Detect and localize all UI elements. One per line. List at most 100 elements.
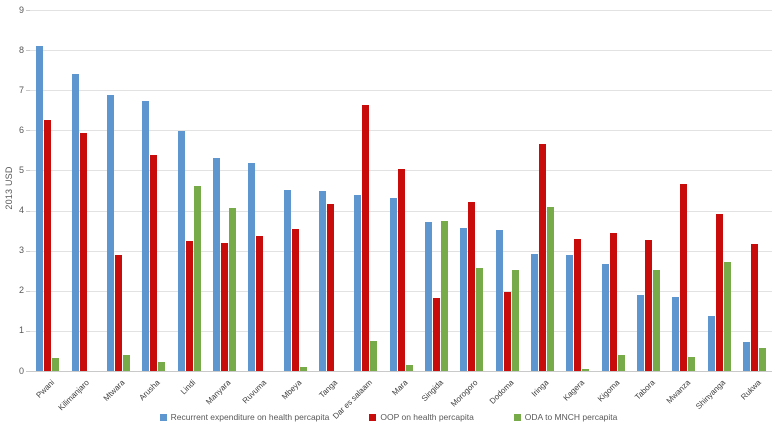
- bar-ruvuma-series-0: [248, 163, 256, 371]
- x-category-label: Morogoro: [449, 378, 481, 409]
- x-category-label: Mwanza: [664, 378, 693, 406]
- bar-rukwa-series-1: [750, 244, 758, 371]
- y-tick-label: 6: [18, 124, 24, 135]
- x-category-label: Shinyanga: [694, 378, 728, 412]
- bar-lindi-series-2: [193, 185, 201, 371]
- bar-iringa-series-1: [538, 144, 546, 371]
- bar-mbeya-series-1: [291, 228, 299, 371]
- x-category-label: Kigoma: [595, 378, 622, 404]
- bar-dodoma-series-1: [503, 292, 511, 371]
- legend-item-series-2: ODA to MNCH percapita: [513, 412, 618, 422]
- bar-kagera-series-1: [574, 239, 582, 371]
- y-tick-label: 9: [18, 4, 24, 15]
- legend-swatch-icon: [513, 413, 521, 421]
- bar-arusha-series-0: [142, 101, 150, 371]
- legend-label: ODA to MNCH percapita: [524, 412, 618, 422]
- y-tick-mark: [26, 210, 30, 212]
- y-tick-mark: [26, 371, 30, 372]
- y-tick-mark: [26, 10, 30, 11]
- bar-mwanza-series-0: [672, 297, 680, 371]
- y-tick-label: 7: [18, 84, 24, 95]
- y-tick-label: 3: [18, 245, 24, 256]
- bar-tanga-series-0: [318, 190, 326, 371]
- y-tick-label: 4: [18, 205, 24, 216]
- bar-mwanza-series-2: [688, 356, 696, 371]
- y-tick-label: 1: [18, 325, 24, 336]
- bar-tabora-series-2: [652, 269, 660, 371]
- x-category-label: Dodoma: [487, 378, 516, 406]
- bar-kigoma-series-0: [601, 263, 609, 371]
- bar-arusha-series-1: [150, 155, 158, 371]
- bar-mtwara-series-2: [122, 354, 130, 371]
- legend-item-series-0: Recurrent expenditure on health percapit…: [159, 412, 330, 422]
- y-tick-label: 8: [18, 44, 24, 55]
- legend-swatch-icon: [159, 413, 167, 421]
- y-tick-label: 5: [18, 164, 24, 175]
- bar-rukwa-series-2: [758, 348, 766, 371]
- x-category-label: Kilimanjaro: [57, 378, 92, 413]
- bar-pwani-series-1: [44, 120, 52, 371]
- bar-ruvuma-series-1: [256, 235, 264, 371]
- x-category-label: Mbeya: [280, 378, 304, 402]
- bar-singida-series-1: [432, 297, 440, 371]
- bar-manyara-series-0: [212, 158, 220, 371]
- bar-tabora-series-0: [636, 294, 644, 371]
- x-category-label: Tabora: [633, 378, 657, 402]
- x-category-label: Lindi: [179, 378, 198, 397]
- bar-mbeya-series-2: [299, 366, 307, 371]
- y-tick-mark: [26, 50, 30, 52]
- bar-kagera-series-0: [566, 255, 574, 371]
- gridline: [30, 10, 772, 11]
- bar-dodoma-series-2: [511, 269, 519, 371]
- bar-dar-es-salaam-series-2: [370, 340, 378, 371]
- bar-pwani-series-2: [52, 357, 60, 371]
- x-category-label: Singida: [419, 378, 445, 404]
- bar-singida-series-2: [440, 221, 448, 371]
- bar-mara-series-1: [397, 168, 405, 371]
- x-category-label: Mara: [390, 378, 410, 398]
- legend-item-series-1: OOP on health percapita: [369, 412, 474, 422]
- y-tick-label: 2: [18, 285, 24, 296]
- bar-tanga-series-1: [326, 203, 334, 371]
- x-category-label: Pwani: [34, 378, 57, 400]
- bar-rukwa-series-0: [742, 341, 750, 371]
- bar-tabora-series-1: [644, 240, 652, 371]
- y-tick-mark: [26, 250, 30, 252]
- bar-kilimanjaro-series-1: [79, 132, 87, 371]
- bar-mbeya-series-0: [283, 189, 291, 371]
- bar-kigoma-series-2: [617, 355, 625, 371]
- bar-manyara-series-2: [228, 207, 236, 371]
- bar-pwani-series-0: [36, 46, 44, 371]
- gridline: [30, 90, 772, 92]
- bar-singida-series-0: [424, 222, 432, 371]
- bar-morogoro-series-1: [468, 201, 476, 371]
- x-category-label: Ruvuma: [240, 378, 269, 406]
- bar-shinyanga-series-2: [723, 262, 731, 371]
- bar-mwanza-series-1: [680, 184, 688, 371]
- bar-kilimanjaro-series-0: [71, 74, 79, 371]
- x-category-label: Mtwara: [101, 378, 127, 403]
- bar-morogoro-series-2: [476, 268, 484, 371]
- bar-dar-es-salaam-series-0: [354, 195, 362, 371]
- legend-swatch-icon: [369, 413, 377, 421]
- legend-label: Recurrent expenditure on health percapit…: [170, 412, 330, 422]
- bar-lindi-series-0: [177, 131, 185, 371]
- bar-mara-series-2: [405, 365, 413, 371]
- x-category-label: Rukwa: [739, 378, 763, 402]
- legend: Recurrent expenditure on health percapit…: [0, 412, 777, 422]
- y-tick-mark: [26, 170, 30, 172]
- x-category-label: Iringa: [530, 378, 551, 399]
- y-tick-mark: [26, 290, 30, 292]
- y-tick-mark: [26, 90, 30, 92]
- x-axis-line: [30, 371, 772, 372]
- x-category-label: Kagera: [561, 378, 587, 403]
- bar-shinyanga-series-1: [715, 214, 723, 371]
- y-tick-mark: [26, 130, 30, 132]
- gridline: [30, 130, 772, 132]
- x-category-label: Manyara: [204, 378, 233, 407]
- bar-manyara-series-1: [220, 243, 228, 371]
- y-tick-mark: [26, 330, 30, 332]
- bar-shinyanga-series-0: [707, 315, 715, 371]
- x-category-label: Tanga: [316, 378, 339, 400]
